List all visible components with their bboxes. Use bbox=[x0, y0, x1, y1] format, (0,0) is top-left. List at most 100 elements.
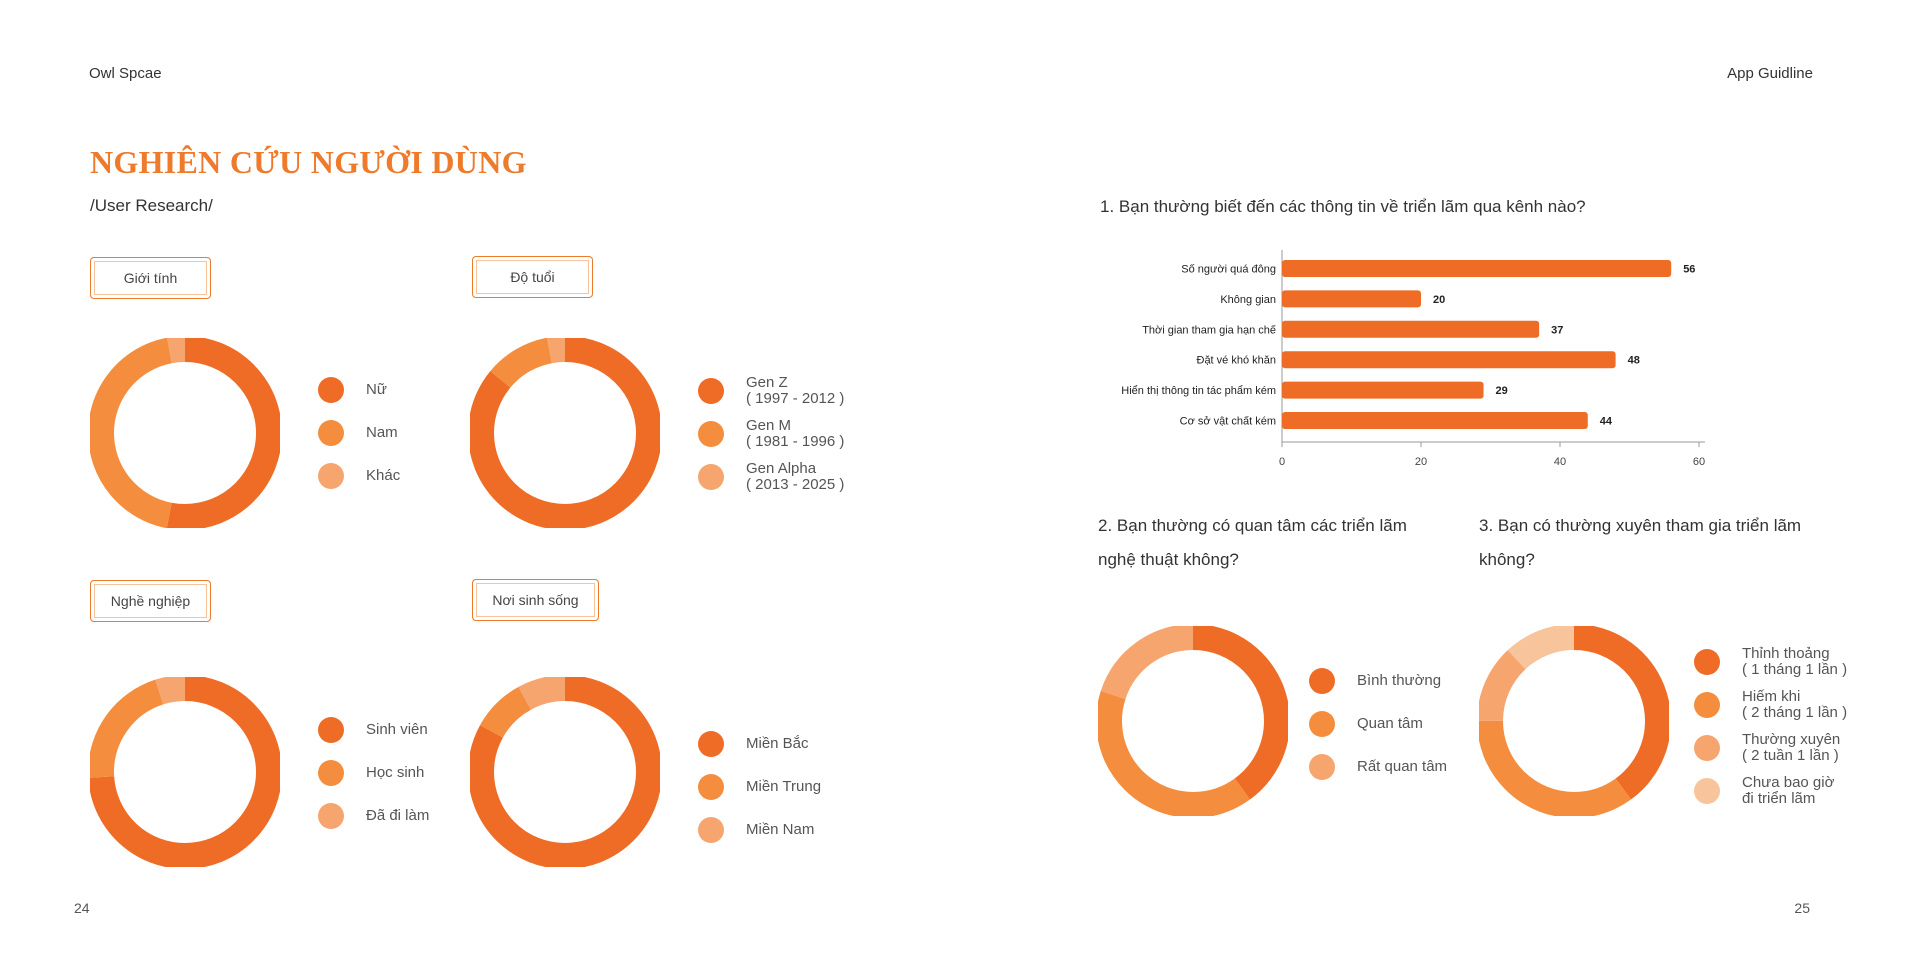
question-3-line2: không? bbox=[1479, 550, 1535, 569]
donut-slice-quan-tâm bbox=[1098, 626, 1288, 816]
legend-item: Miền Nam bbox=[698, 817, 821, 843]
legend-item: Nữ bbox=[318, 377, 400, 403]
legend-swatch bbox=[698, 378, 724, 404]
legend-item: Chưa bao giờ đi triển lãm bbox=[1694, 774, 1847, 808]
legend-age: Gen Z( 1997 - 2012 ) Gen M( 1981 - 1996 … bbox=[698, 374, 844, 503]
legend-item: Rất quan tâm bbox=[1309, 754, 1447, 780]
legend-swatch bbox=[698, 774, 724, 800]
legend-label: Miền Trung bbox=[746, 778, 822, 795]
legend-swatch bbox=[698, 817, 724, 843]
legend-label: Khác bbox=[366, 467, 401, 484]
bar bbox=[1282, 381, 1484, 399]
bar bbox=[1282, 260, 1672, 277]
tag-age: Độ tuổi bbox=[472, 256, 593, 298]
legend-swatch bbox=[318, 377, 344, 403]
legend-item: Gen M( 1981 - 1996 ) bbox=[698, 417, 844, 451]
question-1: 1. Bạn thường biết đến các thông tin về … bbox=[1100, 197, 1586, 216]
donut-slice-hiếm-khi bbox=[1479, 626, 1669, 816]
legend-label: Gen Z bbox=[746, 374, 788, 391]
donut-slice-miền-nam bbox=[470, 677, 660, 867]
tag-gender: Giới tính bbox=[90, 257, 211, 299]
bar bbox=[1282, 320, 1540, 338]
legend-item: Sinh viên bbox=[318, 717, 429, 743]
legend-item: Gen Alpha( 2013 - 2025 ) bbox=[698, 460, 844, 494]
page-title: NGHIÊN CỨU NGƯỜI DÙNG bbox=[90, 144, 527, 180]
page-subtitle: /User Research/ bbox=[90, 196, 213, 215]
tag-residence: Nơi sinh sống bbox=[472, 579, 599, 621]
data-label: 29 bbox=[1496, 385, 1508, 397]
bar-chart-channels: Số người quá đông 56 Không gian 20 Thời gian… bbox=[1121, 250, 1705, 468]
data-label: 37 bbox=[1551, 324, 1563, 336]
legend-sublabel: ( 1 tháng 1 lần ) bbox=[1742, 661, 1848, 678]
legend-swatch bbox=[318, 420, 344, 446]
legend-label: Rất quan tâm bbox=[1357, 758, 1448, 775]
legend-swatch bbox=[1309, 754, 1335, 780]
donut-occupation bbox=[90, 677, 280, 867]
question-2-line1: 2. Bạn thường có quan tâm các triển lãm bbox=[1098, 516, 1407, 535]
legend-swatch bbox=[698, 731, 724, 757]
legend-swatch bbox=[1694, 649, 1720, 675]
category-label: Cơ sở vật chất kém bbox=[1180, 416, 1276, 428]
bar bbox=[1282, 412, 1588, 429]
donut-slice-rất-quan-tâm bbox=[1098, 626, 1288, 816]
legend-label: Đã đi làm bbox=[366, 807, 430, 824]
data-label: 56 bbox=[1683, 264, 1695, 276]
legend-occupation: Sinh viên Học sinh Đã đi làm bbox=[318, 717, 429, 846]
page-number-left: 24 bbox=[74, 900, 90, 916]
donut-slice-chưa-bao-giờ bbox=[1479, 626, 1669, 816]
donut-q3 bbox=[1479, 626, 1669, 816]
legend-label: Miền Nam bbox=[746, 821, 815, 838]
legend-item: Hiếm khi( 2 tháng 1 lần ) bbox=[1694, 688, 1847, 722]
x-tick-label: 20 bbox=[1415, 456, 1427, 468]
legend-swatch bbox=[1694, 778, 1720, 804]
tag-occupation: Nghề nghiệp bbox=[90, 580, 211, 622]
legend-swatch bbox=[698, 421, 724, 447]
donut-residence bbox=[470, 677, 660, 867]
legend-item: Thỉnh thoảng( 1 tháng 1 lần ) bbox=[1694, 645, 1847, 679]
x-tick-label: 40 bbox=[1554, 456, 1566, 468]
header-left: Owl Spcae bbox=[89, 65, 162, 82]
legend-item: Gen Z( 1997 - 2012 ) bbox=[698, 374, 844, 408]
donut-age bbox=[470, 338, 660, 528]
data-label: 44 bbox=[1600, 416, 1613, 428]
legend-item: Thường xuyên( 2 tuần 1 lần ) bbox=[1694, 731, 1847, 765]
legend-item: Khác bbox=[318, 463, 400, 489]
category-label: Đặt vé khó khăn bbox=[1197, 355, 1277, 367]
legend-sublabel: ( 2013 - 2025 ) bbox=[746, 476, 845, 493]
legend-swatch bbox=[1309, 668, 1335, 694]
legend-label: Nữ bbox=[366, 381, 387, 398]
donut-slice-đã-đi-làm bbox=[90, 677, 280, 867]
header-right: App Guidline bbox=[1727, 65, 1813, 82]
legend-label: Quan tâm bbox=[1357, 715, 1423, 732]
legend-swatch bbox=[1309, 711, 1335, 737]
legend-item: Miền Bắc bbox=[698, 731, 821, 757]
donut-slice-gen-alpha bbox=[470, 338, 660, 528]
legend-sublabel: ( 1997 - 2012 ) bbox=[746, 390, 845, 407]
legend-item: Bình thường bbox=[1309, 668, 1447, 694]
legend-sublabel: đi triển lãm bbox=[1742, 790, 1816, 807]
question-3: 3. Bạn có thường xuyên tham gia triển lã… bbox=[1479, 509, 1801, 577]
donut-slice-học-sinh bbox=[90, 677, 280, 867]
category-label: Hiển thị thông tin tác phẩm kém bbox=[1121, 385, 1276, 397]
legend-q2: Bình thường Quan tâm Rất quan tâm bbox=[1309, 668, 1447, 797]
legend-item: Quan tâm bbox=[1309, 711, 1447, 737]
legend-label: Miền Bắc bbox=[746, 735, 809, 752]
legend-label: Thường xuyên bbox=[1742, 731, 1841, 748]
legend-label: Bình thường bbox=[1357, 672, 1442, 689]
donut-slice-nam bbox=[90, 338, 280, 528]
question-3-line1: 3. Bạn có thường xuyên tham gia triển lã… bbox=[1479, 516, 1802, 535]
legend-sublabel: ( 2 tháng 1 lần ) bbox=[1742, 704, 1848, 721]
legend-item: Miền Trung bbox=[698, 774, 821, 800]
donut-gender bbox=[90, 338, 280, 528]
legend-gender: Nữ Nam Khác bbox=[318, 377, 400, 506]
legend-item: Học sinh bbox=[318, 760, 429, 786]
question-2: 2. Bạn thường có quan tâm các triển lãm … bbox=[1098, 509, 1407, 577]
category-label: Số người quá đông bbox=[1181, 264, 1276, 276]
donut-slice-khác bbox=[90, 338, 280, 528]
legend-label: Sinh viên bbox=[366, 721, 428, 738]
bar bbox=[1282, 351, 1616, 369]
page-number-right: 25 bbox=[1794, 900, 1810, 916]
x-tick-label: 0 bbox=[1279, 456, 1285, 468]
legend-residence: Miền Bắc Miền Trung Miền Nam bbox=[698, 731, 821, 860]
category-label: Thời gian tham gia hạn chế bbox=[1142, 324, 1276, 336]
